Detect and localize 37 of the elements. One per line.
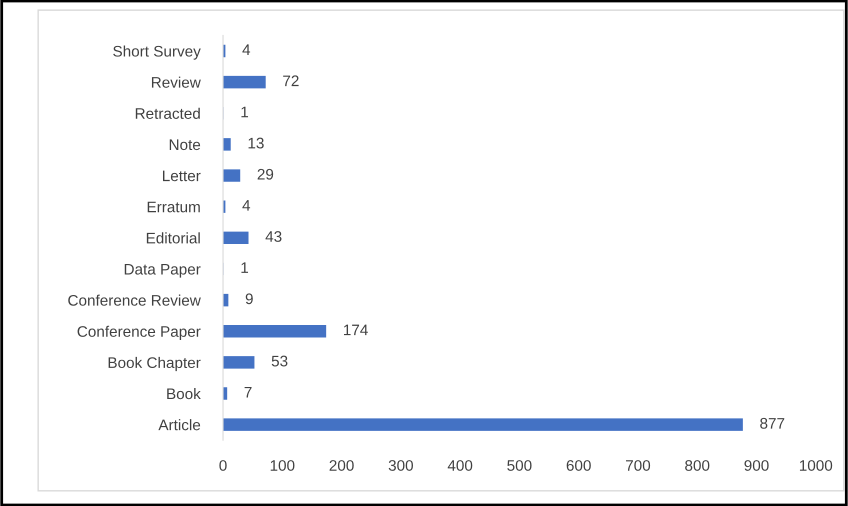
x-tick-label: 700	[626, 460, 650, 471]
x-tick-label: 200	[330, 460, 354, 471]
data-label: 43	[266, 231, 282, 242]
data-label: 1	[241, 106, 248, 118]
y-tick-label: Data Paper	[124, 264, 201, 278]
x-tick-label: 1000	[800, 460, 832, 471]
y-tick-label: Note	[170, 139, 200, 150]
data-label: 53	[272, 356, 288, 366]
x-tick-label: 0	[219, 460, 227, 471]
x-tick-label: 100	[270, 460, 294, 471]
data-label: 174	[344, 324, 368, 336]
y-tick-label: Article	[158, 419, 200, 430]
data-label: 72	[283, 75, 299, 86]
x-tick-label: 900	[744, 460, 769, 471]
x-tick-label: 600	[566, 460, 591, 471]
data-label: 4	[242, 200, 250, 211]
y-tick-label: Editorial	[146, 232, 200, 244]
data-label: 877	[760, 418, 784, 429]
x-tick-label: 500	[507, 460, 532, 471]
y-tick-label: Conference Paper	[78, 326, 201, 340]
data-label: 1	[241, 262, 248, 273]
x-tick-label: 800	[685, 460, 710, 471]
data-label: 13	[248, 138, 264, 149]
y-tick-label: Letter	[162, 170, 201, 182]
y-tick-label: Conference Review	[68, 294, 201, 306]
x-tick-label: 400	[448, 460, 472, 471]
x-tick-label: 300	[388, 460, 413, 471]
data-label: 29	[258, 168, 274, 180]
data-label: 9	[246, 293, 253, 304]
y-tick-label: Retracted	[136, 108, 200, 119]
y-tick-label: Review	[152, 76, 201, 88]
y-tick-label: Short Survey	[113, 45, 201, 60]
y-tick-label: Erratum	[148, 202, 200, 212]
y-tick-label: Book	[167, 388, 201, 400]
data-label: 7	[244, 386, 252, 398]
y-tick-label: Book Chapter	[108, 356, 201, 372]
data-label: 4	[242, 44, 250, 55]
